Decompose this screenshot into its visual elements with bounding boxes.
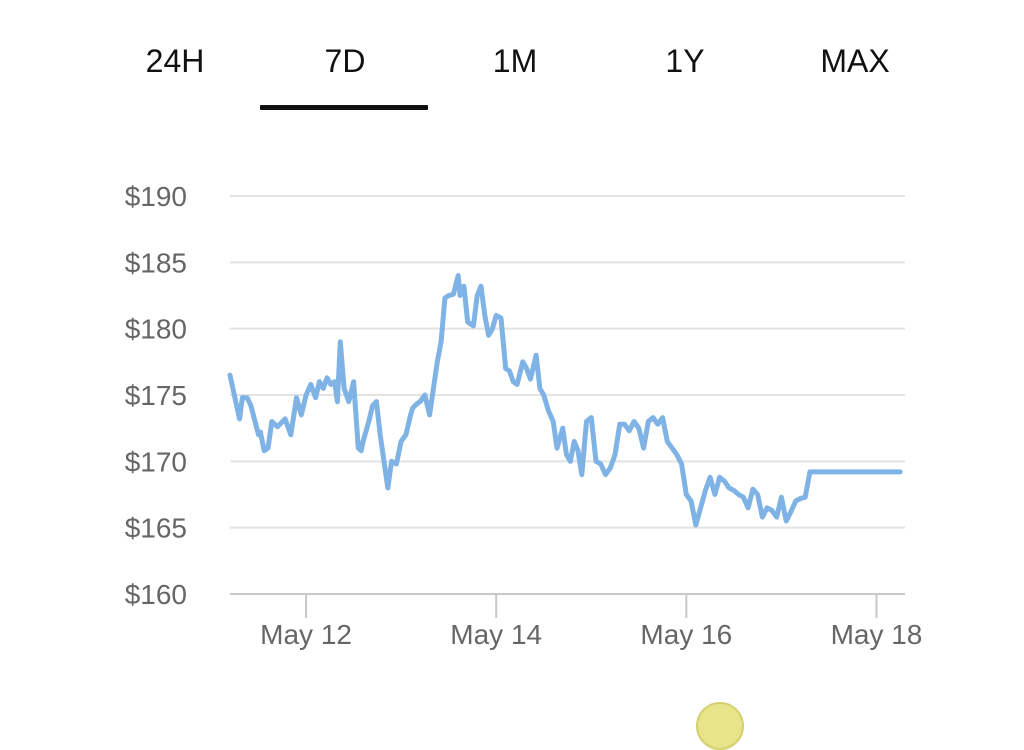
x-tick-label: May 18 xyxy=(831,619,923,650)
y-tick-label: $165 xyxy=(125,513,187,544)
y-tick-label: $175 xyxy=(125,380,187,411)
tab-label: MAX xyxy=(820,43,890,79)
tab-label: 7D xyxy=(324,43,366,79)
y-tick-label: $180 xyxy=(125,314,187,345)
x-tick-label: May 12 xyxy=(260,619,352,650)
tab-max[interactable]: MAX xyxy=(770,38,940,112)
tab-label: 24H xyxy=(145,43,205,79)
tab-1m[interactable]: 1M xyxy=(430,38,600,112)
x-tick-label: May 16 xyxy=(640,619,732,650)
price-chart[interactable]: $190$185$180$175$170$165$160 May 12 May 1… xyxy=(0,0,1024,713)
series-group xyxy=(227,273,903,528)
tab-label: 1Y xyxy=(665,43,705,79)
y-tick-label: $190 xyxy=(125,181,187,212)
grid-lines xyxy=(230,195,905,595)
coin-icon xyxy=(696,702,744,750)
tab-24h[interactable]: 24H xyxy=(90,38,260,112)
active-tab-indicator xyxy=(260,105,428,110)
tab-1y[interactable]: 1Y xyxy=(600,38,770,112)
x-tick-label: May 14 xyxy=(450,619,542,650)
price-line-series xyxy=(227,273,903,528)
y-tick-label: $170 xyxy=(125,446,187,477)
tab-7d[interactable]: 7D xyxy=(260,38,430,112)
x-axis: May 12 May 14 May 16 May 18 xyxy=(260,594,922,650)
tab-label: 1M xyxy=(492,43,538,79)
timeframe-tabs: 24H 7D 1M 1Y MAX xyxy=(90,0,940,112)
y-tick-label: $185 xyxy=(125,247,187,278)
y-tick-label: $160 xyxy=(125,579,187,610)
y-axis-labels: $190 $185 $180 $175 $170 $165 $160 xyxy=(125,181,187,610)
